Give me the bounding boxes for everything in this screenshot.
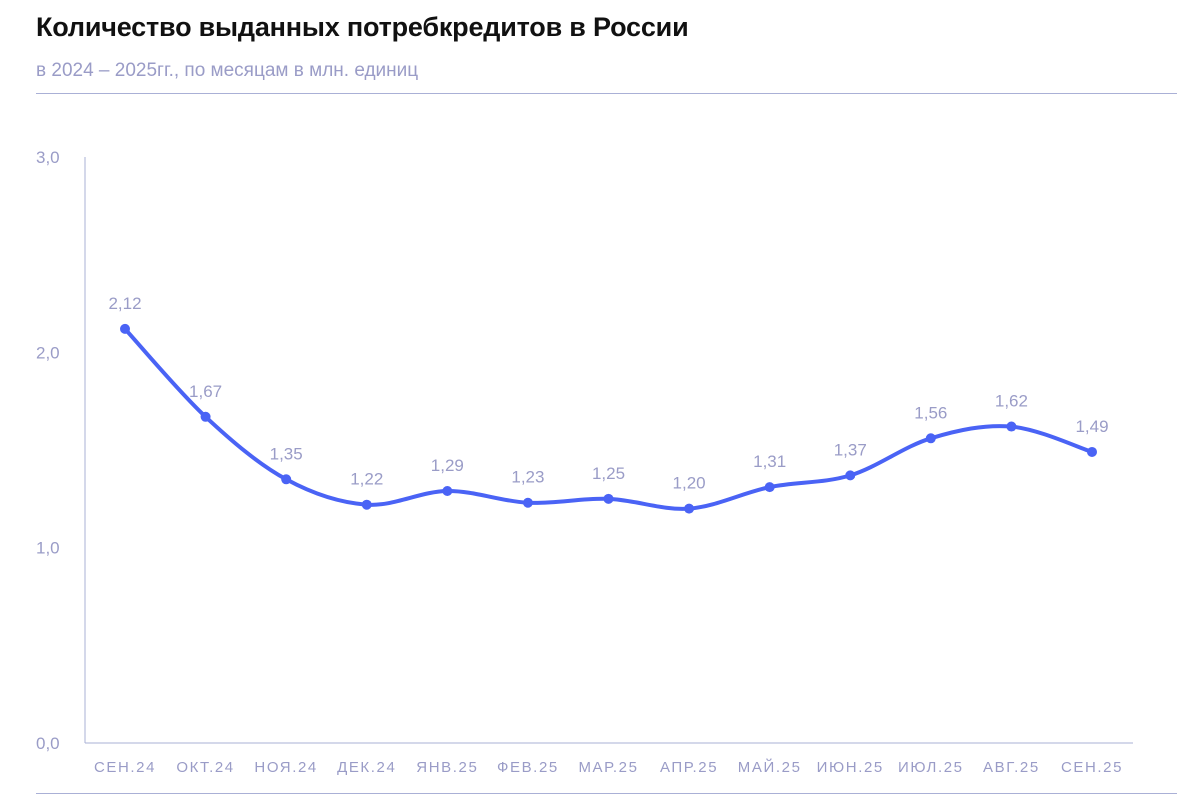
- data-label: 1,31: [753, 452, 786, 471]
- data-label: 1,37: [834, 440, 867, 459]
- data-label: 1,22: [350, 470, 383, 489]
- data-point: [603, 493, 614, 504]
- data-point: [522, 497, 533, 508]
- data-label: 1,20: [673, 474, 706, 493]
- data-label: 1,67: [189, 382, 222, 401]
- x-tick-label: ДЕК.24: [337, 759, 396, 776]
- data-point: [200, 411, 211, 422]
- data-points: [120, 323, 1097, 514]
- header-divider: [36, 93, 1177, 94]
- x-tick-label: ИЮН.25: [817, 759, 884, 776]
- data-label: 1,62: [995, 392, 1028, 411]
- y-tick-label: 1,0: [36, 539, 60, 558]
- y-tick-label: 2,0: [36, 343, 60, 362]
- data-point: [120, 323, 130, 334]
- chart-subtitle: в 2024 – 2025гг., по месяцам в млн. един…: [36, 60, 419, 81]
- data-label: 1,56: [914, 403, 947, 422]
- x-tick-label: МАР.25: [578, 759, 638, 776]
- x-tick-label: ОКТ.24: [176, 759, 234, 776]
- data-point: [442, 486, 453, 497]
- x-tick-label: СЕН.25: [1061, 759, 1123, 776]
- x-tick-label: АПР.25: [660, 759, 718, 776]
- data-labels: 2,12 1,67 1,35 1,22 1,29 1,23 1,25 1,20 1,31 1,37…: [108, 294, 1108, 493]
- x-tick-label: МАЙ.25: [738, 758, 802, 776]
- data-label: 1,35: [270, 444, 303, 463]
- x-tick-label: НОЯ.24: [254, 759, 317, 776]
- x-tick-label: АВГ.25: [983, 759, 1040, 776]
- data-point: [1087, 446, 1097, 457]
- y-axis-ticks: 0,0 1,0 2,0 3,0: [36, 148, 60, 753]
- data-point: [281, 474, 292, 485]
- data-label: 2,12: [108, 294, 141, 313]
- x-tick-label: СЕН.24: [94, 759, 156, 776]
- data-point: [684, 503, 695, 514]
- chart-axes: [84, 157, 1133, 744]
- x-axis-ticks: СЕН.24 ОКТ.24 НОЯ.24 ДЕК.24 ЯНВ.25 ФЕВ.25 МАР.…: [94, 758, 1123, 776]
- data-label: 1,23: [511, 468, 544, 487]
- y-tick-label: 3,0: [36, 148, 60, 167]
- data-point: [764, 482, 775, 493]
- data-point: [361, 499, 372, 510]
- data-point: [1006, 421, 1017, 432]
- x-tick-label: ИЮЛ.25: [898, 759, 964, 776]
- x-tick-label: ФЕВ.25: [497, 759, 559, 776]
- data-label: 1,25: [592, 464, 625, 483]
- data-label: 1,29: [431, 456, 464, 475]
- y-tick-label: 0,0: [36, 734, 60, 753]
- x-tick-label: ЯНВ.25: [416, 759, 478, 776]
- data-point: [925, 433, 936, 444]
- data-label: 1,49: [1075, 417, 1108, 436]
- data-point: [845, 470, 856, 481]
- chart-title: Количество выданных потребкредитов в Рос…: [36, 12, 689, 42]
- footer-divider: [36, 793, 1177, 794]
